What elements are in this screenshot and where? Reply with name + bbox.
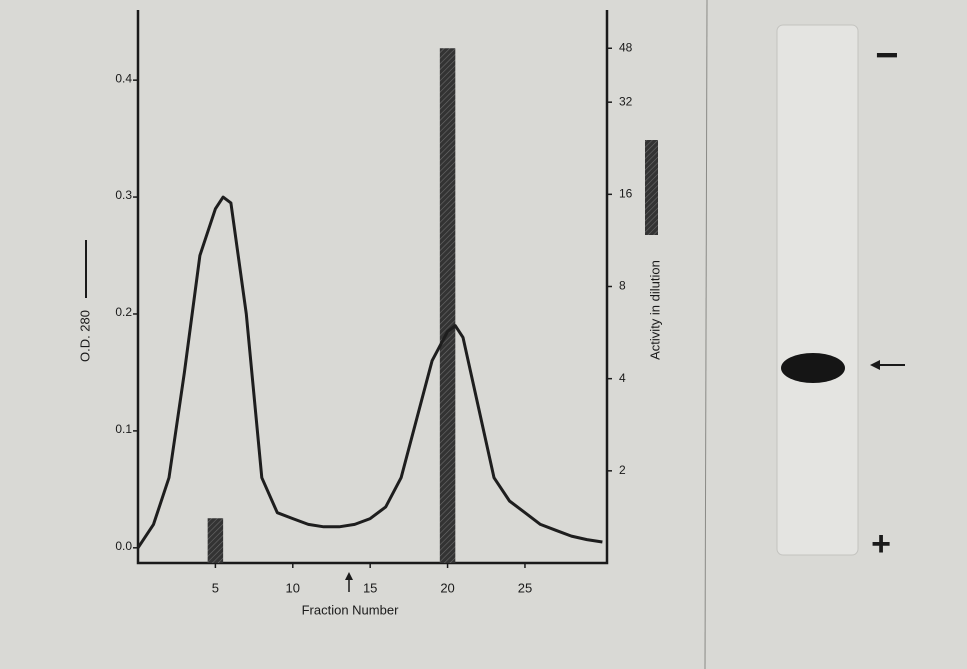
x-tick-label: 10 (286, 580, 300, 595)
x-tick-label: 25 (518, 580, 532, 595)
y-tick-label: 0.2 (115, 305, 132, 319)
y-tick-label: 0.4 (115, 71, 132, 85)
bar (439, 48, 456, 563)
y2-tick-label: 8 (619, 279, 626, 293)
x-tick-label: 15 (363, 580, 377, 595)
y-axis-label: O.D. 280 (77, 310, 92, 362)
y2-axis-label: Activity in dilution (647, 260, 662, 360)
y-tick-label: 0.1 (115, 422, 132, 436)
y2-tick-label: 48 (619, 40, 633, 54)
y2-tick-label: 32 (619, 94, 633, 108)
gel (776, 24, 859, 556)
y2-tick-label: 2 (619, 463, 626, 477)
divider (704, 0, 708, 669)
annotation-arrowhead (345, 572, 353, 580)
y-tick-label: 0.3 (115, 188, 132, 202)
bar (207, 518, 224, 563)
axis-line (136, 10, 609, 565)
y-tick-label: 0.0 (115, 539, 132, 553)
x-tick-label: 5 (212, 580, 219, 595)
data-line (136, 195, 603, 549)
y2-tick-label: 4 (619, 371, 626, 385)
legend-swatch (645, 140, 658, 235)
x-tick-label: 20 (440, 580, 454, 595)
x-axis-label: Fraction Number (302, 602, 399, 617)
y2-tick-label: 16 (619, 187, 633, 201)
gel-arrowhead (870, 360, 880, 370)
gel-band (781, 353, 845, 383)
gel-label: − (875, 34, 898, 78)
gel-label: + (871, 525, 891, 563)
